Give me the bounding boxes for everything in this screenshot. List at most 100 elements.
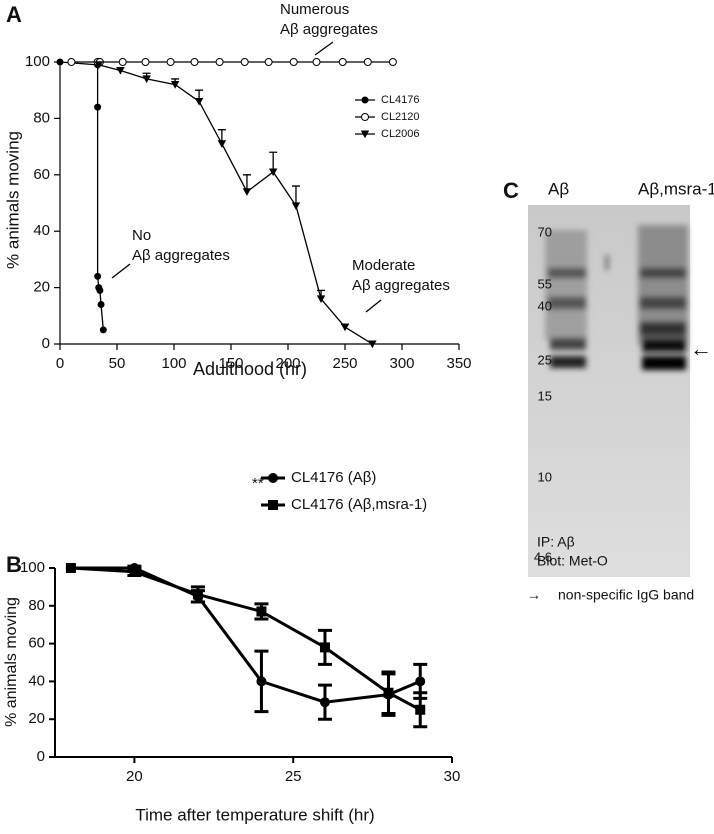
annotation: Moderate: [352, 257, 415, 274]
annotation: **: [252, 475, 264, 492]
x-tick-label: 30: [444, 768, 461, 785]
y-tick-label: 60: [33, 166, 50, 183]
legend-marker: [360, 130, 370, 139]
series-line: [70, 566, 421, 704]
data-point: [96, 286, 104, 294]
x-tick-label: 50: [109, 355, 126, 372]
mw-marker: 70: [538, 224, 552, 239]
x-tick-label: 20: [126, 768, 143, 785]
legend-label: CL4176: [381, 94, 420, 106]
chart: 0 20 40 60 80 100 0 50 100 150 200 250 300 350 Adultho…: [3, 1, 471, 379]
annotation-line: [111, 263, 131, 279]
data-point: [190, 58, 199, 66]
x-tick-label: 300: [389, 355, 414, 372]
annotation: Aβ aggregates: [280, 21, 378, 38]
mw-marker: 55: [538, 276, 552, 291]
data-point: [97, 301, 105, 309]
data-point: [319, 642, 330, 653]
x-axis-label: Time after temperature shift (hr): [135, 805, 374, 824]
annotation: No: [132, 227, 151, 244]
annotation-line: [314, 41, 334, 56]
data-point: [319, 697, 330, 708]
legend-label: CL2006: [381, 128, 420, 140]
panel-label: A: [6, 2, 22, 27]
x-tick-label: 150: [218, 355, 243, 372]
y-tick-label: 100: [25, 53, 50, 70]
data-point: [166, 58, 175, 66]
data-point: [67, 58, 76, 66]
y-tick-label: 40: [33, 222, 50, 239]
data-point: [363, 58, 372, 66]
data-point: [383, 687, 394, 698]
y-tick-label: 100: [20, 559, 45, 576]
series-line: [70, 566, 421, 712]
data-point: [264, 58, 273, 66]
blot: [528, 205, 690, 577]
data-point: [256, 676, 267, 687]
data-point: [56, 58, 64, 66]
blot-note: IP: Aβ: [537, 534, 575, 550]
y-tick-label: 0: [42, 335, 50, 352]
data-point: [340, 323, 350, 332]
data-point: [291, 202, 301, 211]
data-point: [338, 58, 347, 66]
data-point: [256, 606, 267, 617]
y-tick-label: 0: [37, 748, 45, 765]
x-tick-label: 250: [332, 355, 357, 372]
x-tick-label: 350: [446, 355, 471, 372]
data-point: [94, 272, 102, 280]
mw-marker: 10: [538, 469, 552, 484]
data-point: [215, 58, 224, 66]
y-tick-label: 80: [28, 597, 45, 614]
x-tick-label: 25: [285, 768, 302, 785]
lane-label: Aβ: [548, 179, 569, 198]
series-line: [98, 64, 373, 345]
data-point: [99, 326, 107, 334]
y-axis-label: % animals moving: [3, 131, 22, 269]
legend-label: CL4176 (Aβ): [291, 469, 376, 486]
lane-bands: [545, 225, 688, 370]
data-point: [289, 58, 298, 66]
annotation: Numerous: [280, 1, 349, 18]
x-tick-label: 200: [275, 355, 300, 372]
annotation: Aβ aggregates: [132, 247, 230, 264]
mw-marker: 40: [538, 298, 552, 313]
data-point: [312, 58, 321, 66]
x-tick-label: 0: [56, 355, 64, 372]
data-point: [388, 58, 397, 66]
panel-label: B: [6, 552, 22, 577]
data-point: [194, 97, 204, 106]
mw-marker: 25: [538, 352, 552, 367]
legend-marker: [361, 96, 369, 104]
legend-marker: [268, 473, 278, 483]
data-point: [118, 58, 127, 66]
data-point: [129, 566, 140, 577]
data-point: [141, 58, 150, 66]
data-point: [316, 295, 326, 304]
data-point: [65, 563, 76, 573]
y-tick-label: 20: [28, 710, 45, 727]
data-point: [240, 58, 249, 66]
legend-marker: [268, 500, 278, 510]
data-point: [415, 676, 426, 687]
data-point: [94, 103, 102, 111]
data-point: [94, 61, 103, 70]
annotation-line: [365, 299, 382, 313]
data-point: [368, 340, 377, 349]
mw-marker: 4.6: [534, 549, 552, 564]
legend-marker: [361, 113, 369, 121]
data-point: [217, 140, 227, 148]
y-tick-label: 40: [28, 672, 45, 689]
blot-note: Blot: Met-O: [537, 553, 608, 569]
y-tick-label: 20: [33, 279, 50, 296]
data-point: [142, 75, 151, 84]
panel-label: C: [503, 178, 519, 203]
data-point: [192, 589, 203, 600]
data-point: [116, 66, 125, 75]
data-point: [415, 704, 426, 715]
y-axis-label: % animals moving: [3, 597, 20, 727]
lane-label: Aβ,msra-1: [638, 179, 714, 198]
data-point: [242, 188, 252, 196]
y-tick-label: 60: [28, 635, 45, 652]
legend-text: non-specific IgG band: [558, 587, 694, 603]
